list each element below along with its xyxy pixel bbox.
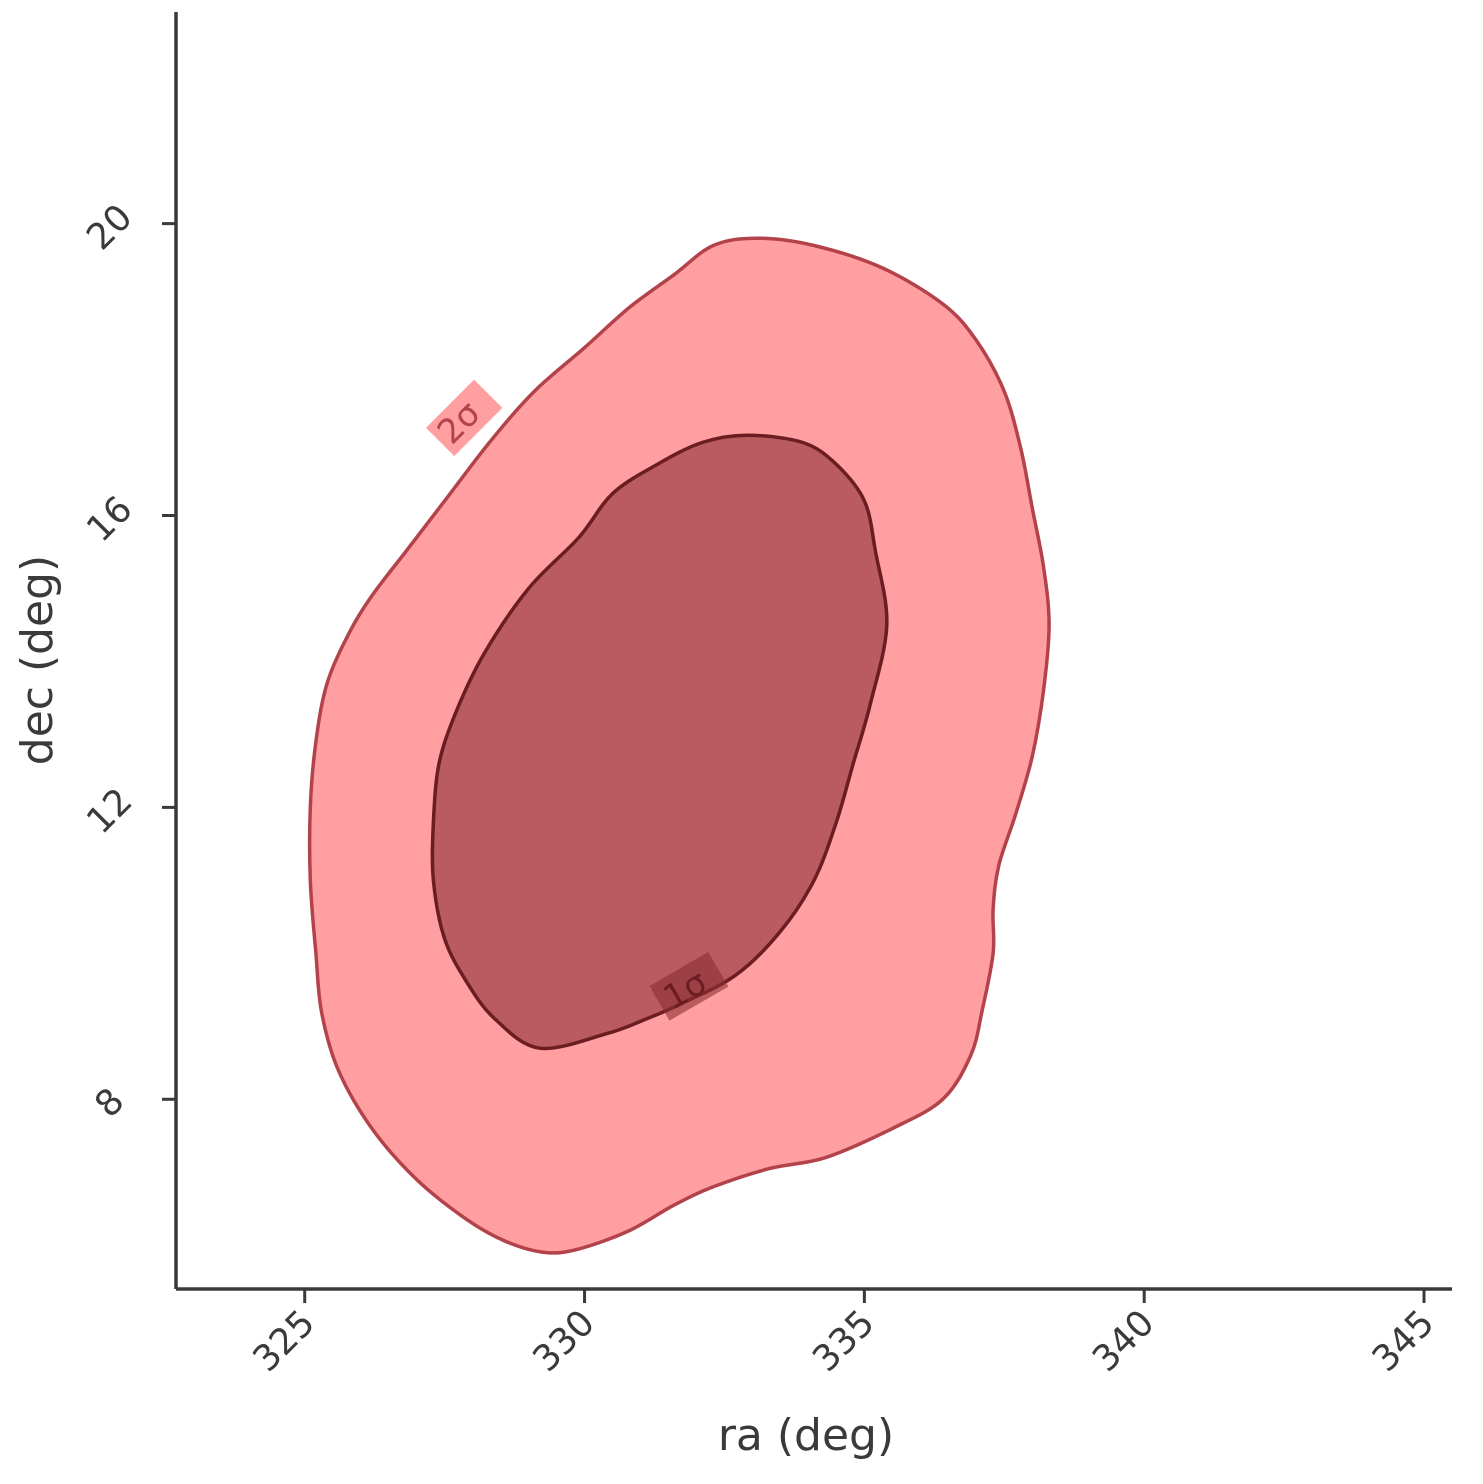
y-tick-label: 16 xyxy=(79,489,140,550)
y-tick-label: 8 xyxy=(87,1081,132,1126)
x-axis-title: ra (deg) xyxy=(718,1410,894,1461)
x-tick-label: 330 xyxy=(525,1302,603,1380)
y-axis-title: dec (deg) xyxy=(12,555,63,765)
x-tick-label: 325 xyxy=(246,1302,324,1380)
contour-layer xyxy=(307,236,1051,1255)
y-axis-ticks: 8 12 16 20 xyxy=(79,197,176,1126)
x-axis-ticks: 325 330 335 340 345 xyxy=(246,1289,1443,1380)
contour-label-gap-2 xyxy=(649,952,729,1021)
y-tick-label: 12 xyxy=(79,781,140,842)
x-tick-label: 335 xyxy=(805,1302,883,1380)
x-tick-label: 340 xyxy=(1085,1302,1163,1380)
y-tick-label: 20 xyxy=(79,197,140,258)
contour-label-gap-1 xyxy=(426,379,503,456)
x-tick-label: 345 xyxy=(1365,1302,1443,1380)
contour-level-2 xyxy=(430,433,889,1051)
